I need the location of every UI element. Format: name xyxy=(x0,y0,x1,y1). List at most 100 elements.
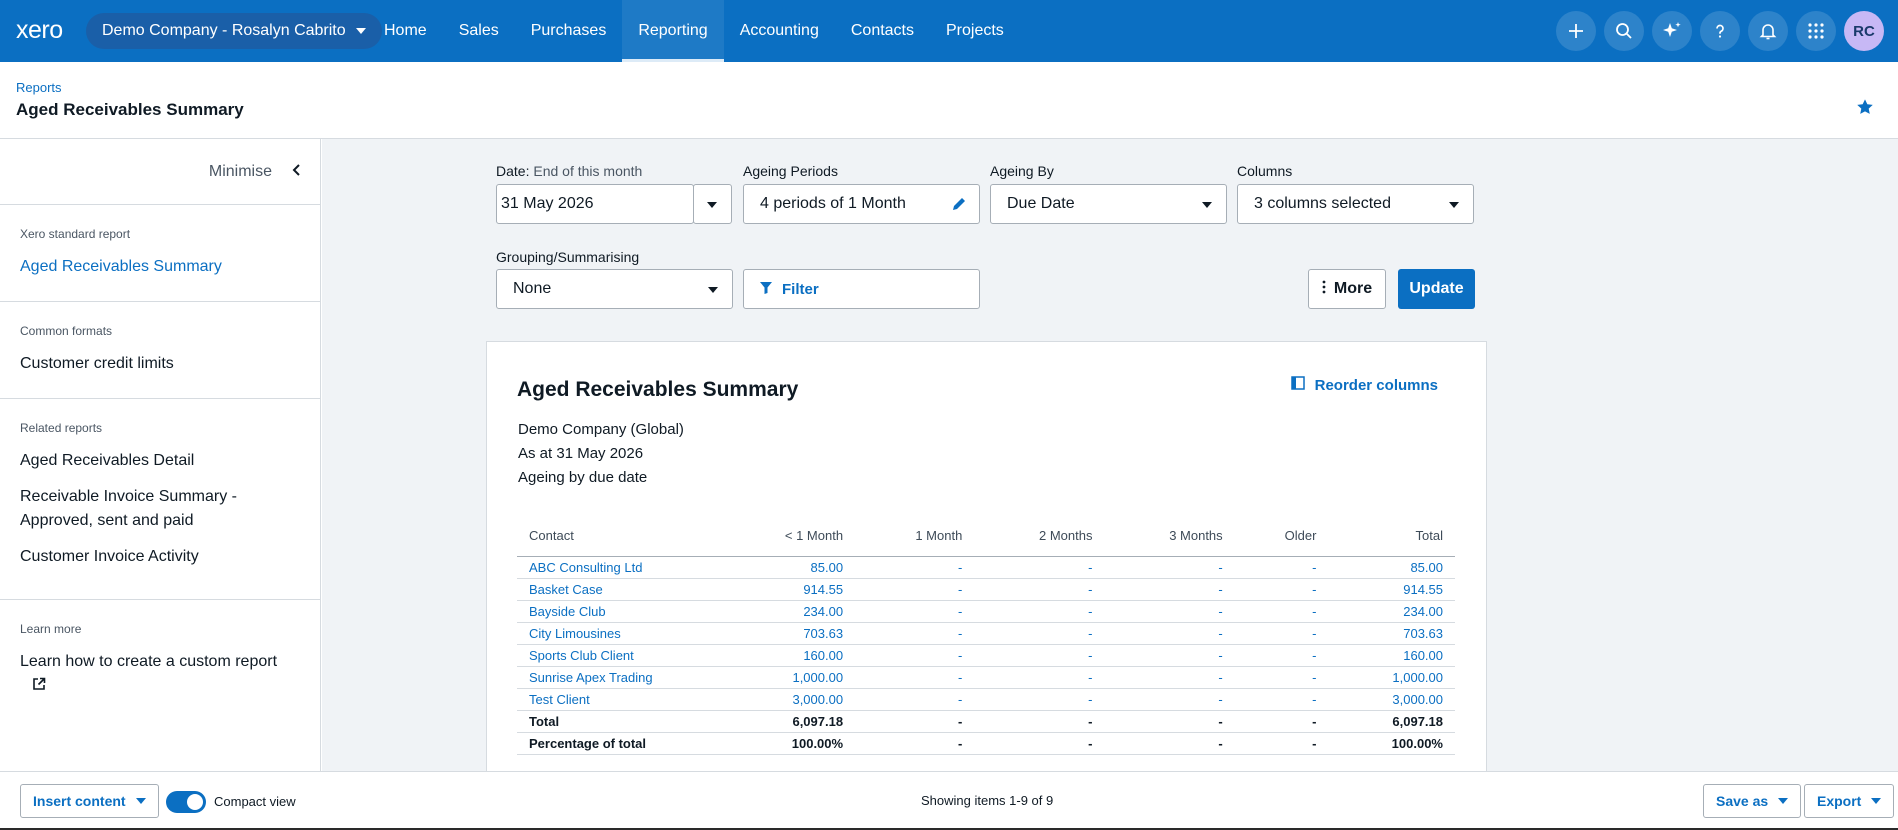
amount-cell[interactable]: - xyxy=(855,578,975,601)
amount-cell[interactable]: 914.55 xyxy=(717,578,856,601)
amount-cell[interactable]: 3,000.00 xyxy=(1328,688,1455,711)
amount-cell[interactable]: - xyxy=(855,688,975,711)
sidebar-link-customer-credit-limits[interactable]: Customer credit limits xyxy=(20,355,174,372)
contact-link[interactable]: Basket Case xyxy=(517,578,717,601)
star-icon[interactable] xyxy=(1856,98,1874,122)
chevron-down-icon xyxy=(355,28,366,34)
contact-link[interactable]: Sports Club Client xyxy=(517,644,717,667)
table-row: City Limousines 703.63- - - -703.63 xyxy=(517,622,1455,645)
amount-cell[interactable]: 160.00 xyxy=(717,644,856,667)
date-dropdown-button[interactable] xyxy=(693,184,732,224)
amount-cell[interactable]: - xyxy=(974,666,1105,689)
amount-cell[interactable]: - xyxy=(1104,622,1235,645)
filter-button[interactable]: Filter xyxy=(743,269,980,309)
amount-cell[interactable]: 703.63 xyxy=(1328,622,1455,645)
more-button[interactable]: More xyxy=(1308,269,1386,309)
columns-select[interactable]: 3 columns selected xyxy=(1237,184,1474,224)
amount-cell[interactable]: - xyxy=(1104,644,1235,667)
amount-cell[interactable]: - xyxy=(974,622,1105,645)
sidebar-link-customer-invoice-activity[interactable]: Customer Invoice Activity xyxy=(20,548,199,565)
help-icon[interactable] xyxy=(1700,11,1740,51)
amount-cell[interactable]: 160.00 xyxy=(1328,644,1455,667)
sidebar-link-custom-report-help[interactable]: Learn how to create a custom report xyxy=(20,650,300,699)
sparkle-icon[interactable] xyxy=(1652,11,1692,51)
report-company: Demo Company (Global) xyxy=(518,421,684,438)
compact-view-toggle[interactable] xyxy=(166,791,206,813)
amount-cell[interactable]: - xyxy=(1104,556,1235,579)
amount-cell[interactable]: - xyxy=(1234,666,1329,689)
insert-content-button[interactable]: Insert content xyxy=(20,784,159,818)
contact-link[interactable]: Sunrise Apex Trading xyxy=(517,666,717,689)
user-avatar[interactable]: RC xyxy=(1844,11,1884,51)
amount-cell[interactable]: - xyxy=(1234,578,1329,601)
amount-cell[interactable]: 234.00 xyxy=(1328,600,1455,623)
amount-cell[interactable]: 703.63 xyxy=(717,622,856,645)
date-input[interactable]: 31 May 2026 xyxy=(496,184,694,224)
chevron-down-icon xyxy=(1202,202,1212,208)
reorder-columns-button[interactable]: Reorder columns xyxy=(1290,376,1438,394)
amount-cell[interactable]: - xyxy=(974,556,1105,579)
amount-cell[interactable]: - xyxy=(1234,600,1329,623)
amount-cell[interactable]: 3,000.00 xyxy=(717,688,856,711)
nav-contacts[interactable]: Contacts xyxy=(850,22,914,39)
nav-sales[interactable]: Sales xyxy=(458,22,499,39)
total-row: Total 6,097.18- - - -6,097.18 xyxy=(517,710,1455,733)
amount-cell[interactable]: - xyxy=(855,600,975,623)
save-as-button[interactable]: Save as xyxy=(1703,784,1802,818)
ageing-by-value: Due Date xyxy=(1007,195,1075,212)
sidebar-link-aged-receivables-detail[interactable]: Aged Receivables Detail xyxy=(20,452,195,469)
nav-home[interactable]: Home xyxy=(384,22,427,39)
contact-link[interactable]: Bayside Club xyxy=(517,600,717,623)
bell-icon[interactable] xyxy=(1748,11,1788,51)
amount-cell[interactable]: 85.00 xyxy=(1328,556,1455,579)
contact-link[interactable]: ABC Consulting Ltd xyxy=(517,556,717,579)
minimise-button[interactable]: Minimise xyxy=(209,161,302,182)
amount-cell[interactable]: - xyxy=(1104,666,1235,689)
ageing-by-select[interactable]: Due Date xyxy=(990,184,1227,224)
ageing-periods-field[interactable]: 4 periods of 1 Month xyxy=(743,184,980,224)
sidebar-section-learn: Learn more Learn how to create a custom … xyxy=(0,599,320,699)
nav-purchases[interactable]: Purchases xyxy=(530,22,607,39)
amount-cell[interactable]: - xyxy=(1104,688,1235,711)
breadcrumb-reports[interactable]: Reports xyxy=(16,80,62,95)
nav-accounting[interactable]: Accounting xyxy=(739,22,819,39)
plus-icon[interactable] xyxy=(1556,11,1596,51)
amount-cell[interactable]: - xyxy=(855,644,975,667)
chevron-down-icon xyxy=(707,202,717,208)
amount-cell[interactable]: - xyxy=(1104,578,1235,601)
apps-grid-icon[interactable] xyxy=(1796,11,1836,51)
reorder-label: Reorder columns xyxy=(1314,376,1438,394)
nav-reporting[interactable]: Reporting xyxy=(622,0,725,62)
sidebar-link-aged-receivables-summary[interactable]: Aged Receivables Summary xyxy=(20,258,222,275)
sidebar-link-receivable-invoice-summary[interactable]: Receivable Invoice Summary - Approved, s… xyxy=(20,488,237,529)
nav-projects[interactable]: Projects xyxy=(946,22,1004,39)
pencil-icon[interactable] xyxy=(951,196,967,217)
amount-cell[interactable]: 234.00 xyxy=(717,600,856,623)
amount-cell[interactable]: - xyxy=(1234,556,1329,579)
amount-cell[interactable]: - xyxy=(974,688,1105,711)
amount-cell[interactable]: 914.55 xyxy=(1328,578,1455,601)
amount-cell[interactable]: - xyxy=(974,644,1105,667)
amount-cell[interactable]: 1,000.00 xyxy=(1328,666,1455,689)
amount-cell[interactable]: - xyxy=(855,622,975,645)
amount-cell[interactable]: - xyxy=(855,556,975,579)
amount-cell[interactable]: - xyxy=(855,666,975,689)
amount-cell[interactable]: - xyxy=(974,578,1105,601)
amount-cell[interactable]: - xyxy=(1234,688,1329,711)
grouping-select[interactable]: None xyxy=(496,269,733,309)
organisation-switcher[interactable]: Demo Company - Rosalyn Cabrito xyxy=(86,13,382,49)
amount-cell[interactable]: - xyxy=(1234,622,1329,645)
contact-link[interactable]: Test Client xyxy=(517,688,717,711)
xero-logo[interactable]: xero xyxy=(16,16,63,44)
amount-cell[interactable]: 1,000.00 xyxy=(717,666,856,689)
search-icon[interactable] xyxy=(1604,11,1644,51)
update-button[interactable]: Update xyxy=(1398,269,1475,309)
amount-cell[interactable]: - xyxy=(1104,600,1235,623)
top-navigation: xero Demo Company - Rosalyn Cabrito Home… xyxy=(0,0,1898,62)
export-button[interactable]: Export xyxy=(1804,784,1895,818)
sidebar-section-common: Common formats Customer credit limits xyxy=(0,301,320,398)
amount-cell[interactable]: - xyxy=(974,600,1105,623)
contact-link[interactable]: City Limousines xyxy=(517,622,717,645)
amount-cell[interactable]: 85.00 xyxy=(717,556,856,579)
amount-cell[interactable]: - xyxy=(1234,644,1329,667)
